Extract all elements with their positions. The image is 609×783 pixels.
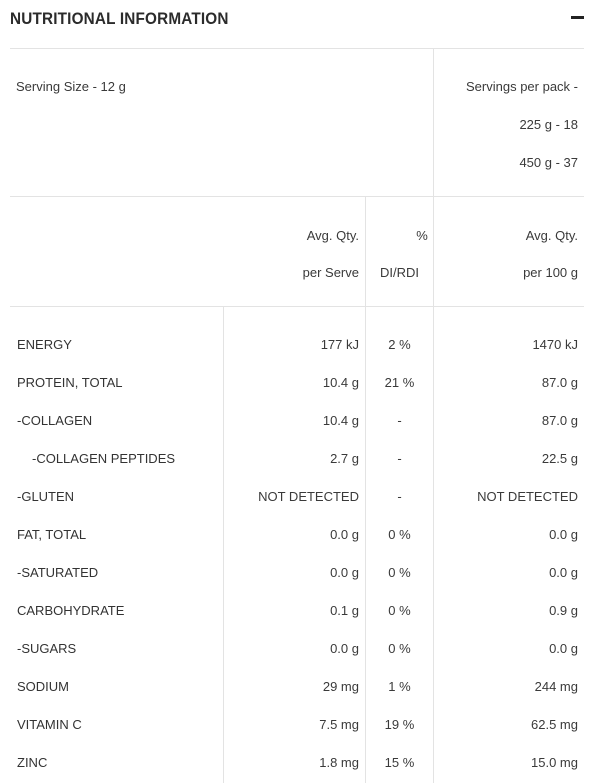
section-title: NUTRITIONAL INFORMATION — [10, 9, 229, 28]
divider — [433, 196, 434, 306]
value-rdi: 0 % — [388, 527, 411, 542]
divider — [365, 306, 366, 783]
value-rdi: - — [397, 451, 402, 466]
nutrient-name: -GLUTEN — [17, 489, 75, 504]
value-per-serve: 0.0 g — [330, 641, 359, 656]
value-rdi: 0 % — [388, 603, 411, 618]
nutrient-name: FAT, TOTAL — [17, 527, 87, 542]
nutrient-name: -SUGARS — [17, 641, 77, 656]
column-header-serve: Avg. Qty. — [306, 228, 359, 243]
value-per-100g: 1470 kJ — [532, 337, 578, 352]
value-rdi: 0 % — [388, 641, 411, 656]
value-rdi: 2 % — [388, 337, 411, 352]
value-rdi: 15 % — [384, 755, 415, 770]
minus-icon[interactable] — [571, 16, 584, 19]
value-per-serve: 10.4 g — [322, 375, 359, 390]
value-per-serve: 7.5 mg — [319, 717, 359, 732]
value-per-serve: 10.4 g — [322, 413, 359, 428]
nutrient-name: -COLLAGEN PEPTIDES — [32, 451, 176, 466]
section-header[interactable]: NUTRITIONAL INFORMATION — [10, 0, 584, 40]
value-rdi: - — [397, 413, 402, 428]
column-header-per100: per 100 g — [523, 265, 578, 280]
divider — [10, 48, 584, 49]
value-per-100g: 0.0 g — [549, 565, 578, 580]
column-header-rdi: DI/RDI — [380, 265, 419, 280]
value-per-100g: 0.0 g — [549, 641, 578, 656]
divider — [365, 196, 366, 306]
value-per-serve: 0.1 g — [330, 603, 359, 618]
servings-per-pack-line: 225 g - 18 — [519, 117, 578, 132]
value-per-100g: NOT DETECTED — [477, 489, 578, 504]
value-per-serve: 0.0 g — [330, 527, 359, 542]
value-per-100g: 15.0 mg — [531, 755, 578, 770]
nutrient-name: SODIUM — [17, 679, 69, 694]
servings-per-pack-line: 450 g - 37 — [519, 155, 578, 170]
nutrient-name: PROTEIN, TOTAL — [17, 375, 123, 390]
value-rdi: 0 % — [388, 565, 411, 580]
nutrient-name: -COLLAGEN — [17, 413, 93, 428]
value-rdi: 1 % — [388, 679, 411, 694]
column-header-serve: per Serve — [302, 265, 359, 280]
nutrient-name: VITAMIN C — [17, 717, 82, 732]
value-per-100g: 62.5 mg — [531, 717, 578, 732]
column-header-per100: Avg. Qty. — [525, 228, 578, 243]
nutrient-name: ZINC — [17, 755, 48, 770]
divider — [10, 306, 584, 307]
value-per-100g: 244 mg — [534, 679, 578, 694]
value-per-serve: 177 kJ — [320, 337, 359, 352]
column-header-rdi: % — [416, 228, 428, 243]
serving-size: Serving Size - 12 g — [16, 79, 126, 94]
value-per-100g: 87.0 g — [541, 375, 578, 390]
divider — [433, 306, 434, 783]
nutrient-name: CARBOHYDRATE — [17, 603, 125, 618]
value-per-100g: 22.5 g — [541, 451, 578, 466]
value-rdi: 21 % — [384, 375, 415, 390]
servings-per-pack-label: Servings per pack - — [466, 79, 578, 94]
value-per-serve: 2.7 g — [330, 451, 359, 466]
divider — [10, 196, 584, 197]
nutrient-name: -SATURATED — [17, 565, 99, 580]
value-rdi: 19 % — [384, 717, 415, 732]
value-rdi: - — [397, 489, 402, 504]
value-per-serve: 1.8 mg — [319, 755, 359, 770]
divider — [223, 306, 224, 783]
divider — [433, 48, 434, 196]
value-per-100g: 0.9 g — [549, 603, 578, 618]
value-per-100g: 0.0 g — [549, 527, 578, 542]
value-per-serve: NOT DETECTED — [258, 489, 359, 504]
value-per-serve: 0.0 g — [330, 565, 359, 580]
nutrient-name: ENERGY — [17, 337, 72, 352]
value-per-100g: 87.0 g — [541, 413, 578, 428]
value-per-serve: 29 mg — [322, 679, 359, 694]
